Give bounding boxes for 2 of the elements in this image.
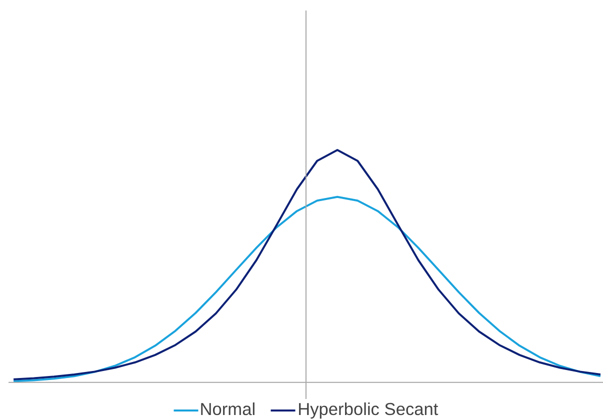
legend-label: Normal xyxy=(200,399,256,420)
legend-label: Hyperbolic Secant xyxy=(298,399,438,420)
